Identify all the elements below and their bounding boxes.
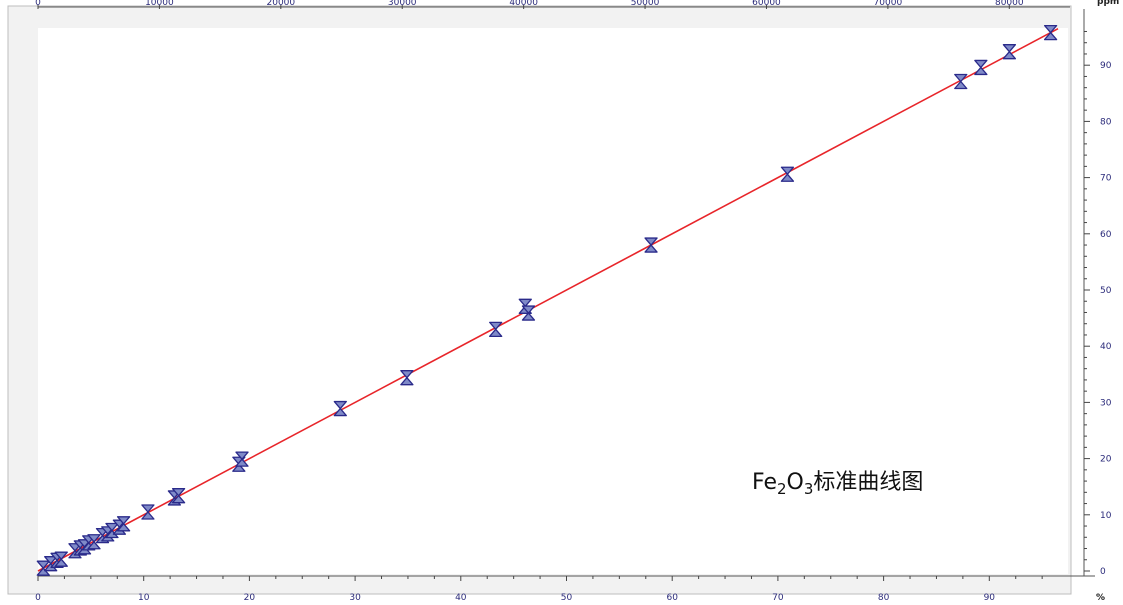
bottom-tick-label: 90 [984,593,996,603]
right-tick-label: 20 [1100,455,1112,465]
data-point [333,400,347,417]
right-tick-label: 10 [1100,511,1112,521]
data-point [1002,44,1017,60]
right-tick-label: 0 [1100,567,1106,577]
title-subscript-1: 2 [777,480,787,498]
right-tick-label: 70 [1100,174,1112,184]
right-tick-label: 50 [1100,286,1112,296]
data-point [780,166,795,182]
right-tick-label: 80 [1100,117,1112,127]
right-tick-label: 30 [1100,398,1112,408]
data-point [36,560,50,576]
data-point [116,516,131,532]
data-point [141,504,155,520]
data-point [644,237,658,253]
top-tick-label: 0 [35,0,41,8]
chart-title: Fe2O3标准曲线图 [752,470,923,498]
right-tick-label: 90 [1100,61,1112,71]
data-point [521,305,536,321]
top-tick-label: 60000 [752,0,781,8]
bottom-tick-label: 60 [666,593,678,603]
top-tick-label: 80000 [995,0,1024,8]
top-tick-label: 10000 [145,0,174,8]
bottom-tick-label: 40 [455,593,467,603]
data-points [36,24,1058,576]
bottom-tick-label: 10 [138,593,150,603]
top-tick-label: 40000 [509,0,538,8]
top-tick-label: 70000 [874,0,903,8]
bottom-axis: 0 10 20 30 40 50 60 70 80 90 [35,575,1095,603]
data-point [54,551,68,567]
right-axis-unit: ppm [1097,0,1119,7]
right-tick-label: 60 [1100,230,1112,240]
bottom-tick-label: 30 [349,593,361,603]
bottom-tick-label: 70 [772,593,784,603]
data-point [235,451,249,467]
bottom-tick-label: 20 [244,593,256,603]
plot-area [38,28,1068,574]
data-point [954,73,968,90]
top-tick-label: 50000 [631,0,660,8]
title-mid: O [787,470,804,495]
top-tick-label: 20000 [267,0,296,8]
data-point [400,370,414,386]
top-axis: 0 10000 20000 30000 40000 50000 60000 70000 8000… [35,0,1070,9]
data-point [171,488,186,504]
data-point [974,59,988,76]
bottom-axis-unit: % [1096,593,1105,603]
title-subscript-2: 3 [804,480,814,498]
title-suffix: 标准曲线图 [813,470,923,495]
bottom-tick-label: 80 [878,593,890,603]
fit-line [37,27,1059,572]
data-point [87,534,101,550]
right-tick-label: 40 [1100,342,1112,352]
right-axis: 0 10 20 30 40 50 60 70 80 90 [1083,9,1112,577]
bottom-tick-label: 0 [35,593,41,603]
data-point [1043,24,1058,41]
data-point [489,321,503,337]
title-prefix: Fe [752,470,777,495]
bottom-tick-label: 50 [561,593,573,603]
top-tick-label: 30000 [388,0,417,8]
